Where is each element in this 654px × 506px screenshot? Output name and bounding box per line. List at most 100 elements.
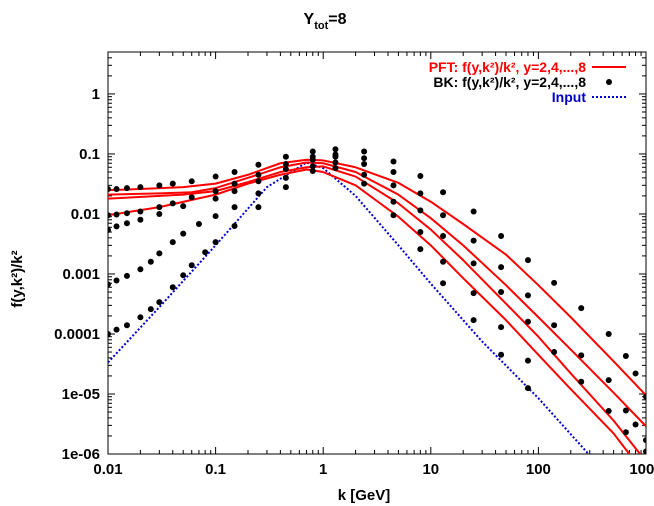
data-point: [169, 180, 176, 187]
data-point: [137, 266, 144, 273]
data-point: [470, 317, 477, 324]
data-point: [498, 232, 505, 239]
data-point: [282, 166, 289, 173]
data-point: [440, 258, 447, 265]
data-point: [390, 182, 397, 189]
data-point: [108, 186, 111, 193]
data-point: [390, 198, 397, 205]
data-point: [332, 146, 339, 153]
data-point: [147, 306, 154, 313]
data-point: [498, 351, 505, 358]
data-point: [282, 174, 289, 181]
data-point: [605, 330, 612, 337]
data-point: [147, 258, 154, 265]
data-point: [440, 189, 447, 196]
data-point: [524, 292, 531, 299]
data-point: [361, 155, 368, 162]
data-point: [643, 393, 646, 400]
data-point: [212, 239, 219, 246]
data-point: [113, 211, 120, 218]
axis-tick-labels: 0.01 0.1 1 10 100 1000 1e-06 1e-05 0.0001 0.001 0.…: [54, 86, 654, 478]
data-point: [113, 277, 120, 284]
data-point: [156, 204, 163, 211]
series-pft-4: [108, 168, 631, 454]
data-point: [605, 408, 612, 415]
data-point: [622, 429, 629, 436]
data-point: [470, 290, 477, 297]
data-point: [137, 184, 144, 191]
data-point: [282, 184, 289, 191]
data-point: [440, 280, 447, 287]
data-point: [113, 186, 120, 193]
data-point: [524, 257, 531, 264]
data-point: [108, 330, 111, 337]
data-point: [255, 178, 262, 185]
data-point: [180, 230, 187, 237]
data-point: [169, 200, 176, 207]
data-point: [632, 370, 639, 377]
data-point: [440, 232, 447, 239]
series-bk-9: [108, 165, 531, 392]
data-point: [137, 208, 144, 215]
data-point: [212, 213, 219, 220]
data-point: [361, 171, 368, 178]
x-tick-label: 1000: [629, 461, 654, 478]
axis-ticks: [107, 52, 647, 455]
data-point: [390, 158, 397, 165]
data-point: [255, 204, 262, 211]
data-point: [169, 284, 176, 291]
data-point: [417, 246, 424, 253]
y-tick-label: 1e-05: [62, 386, 100, 403]
y-tick-label: 0.001: [62, 266, 100, 283]
data-point: [123, 185, 130, 192]
data-point: [417, 190, 424, 197]
data-point: [524, 385, 531, 392]
y-tick-label: 0.01: [71, 206, 100, 223]
data-point: [361, 148, 368, 155]
data-point: [578, 378, 585, 385]
data-point: [180, 272, 187, 279]
series-bk-6: [108, 151, 646, 444]
data-point: [123, 210, 130, 217]
legend-label-bk: BK: f(y,k²)/k², y=2,4,...,8: [433, 74, 586, 90]
y-tick-label: 0.1: [79, 146, 100, 163]
data-point: [309, 148, 316, 155]
data-point: [390, 169, 397, 176]
data-point: [470, 208, 477, 215]
data-point: [255, 161, 262, 168]
legend-swatch-bk: [606, 79, 612, 85]
legend-label-input: Input: [552, 89, 587, 105]
data-point: [231, 169, 238, 176]
data-point: [212, 188, 219, 195]
data-point: [108, 281, 111, 288]
data-point: [156, 182, 163, 189]
data-point: [417, 172, 424, 179]
legend: PFT: f(y,k²)/k², y=2,4,...,8 BK: f(y,k²)…: [429, 59, 626, 105]
data-point: [212, 195, 219, 202]
series-layer: [108, 146, 646, 454]
data-point: [188, 262, 195, 269]
data-point: [643, 448, 646, 454]
data-point: [156, 210, 163, 217]
data-point: [231, 180, 238, 187]
data-point: [188, 178, 195, 185]
data-point: [309, 156, 316, 163]
data-point: [361, 161, 368, 167]
data-point: [255, 190, 262, 197]
data-point: [390, 212, 397, 219]
data-point: [108, 212, 111, 219]
data-point: [255, 171, 262, 178]
data-point: [282, 153, 289, 160]
series-input-0: [108, 161, 590, 454]
data-point: [202, 249, 209, 256]
data-point: [470, 237, 477, 244]
data-point: [578, 305, 585, 312]
x-tick-label: 0.1: [205, 461, 226, 478]
x-tick-label: 10: [422, 461, 439, 478]
data-point: [113, 326, 120, 333]
data-point: [195, 221, 202, 228]
data-point: [108, 227, 111, 234]
chart-title: Ytot=8: [304, 11, 347, 32]
data-point: [578, 352, 585, 359]
